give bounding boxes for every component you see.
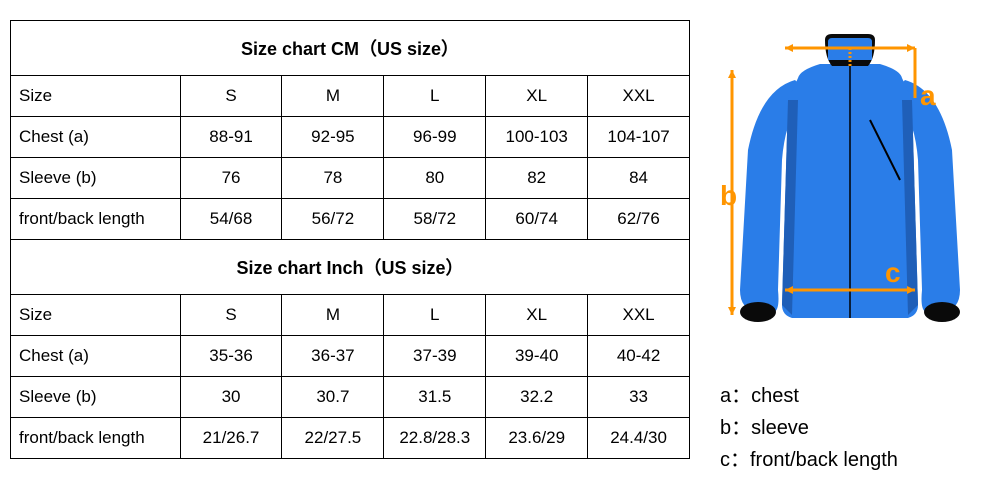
cm-title: Size chart CM（US size） (11, 21, 690, 76)
legend: a：chest b：sleeve c：front/back length (720, 380, 898, 476)
inch-size-xxl: XXL (588, 295, 690, 336)
cm-sleeve-xl: 82 (486, 158, 588, 199)
cm-sleeve-m: 78 (282, 158, 384, 199)
cm-length-xxl: 62/76 (588, 199, 690, 240)
cm-sleeve-s: 76 (180, 158, 282, 199)
inch-row-sleeve: Sleeve (b) 30 30.7 31.5 32.2 33 (11, 377, 690, 418)
label-b: b (720, 180, 737, 211)
inch-title: Size chart Inch（US size） (11, 240, 690, 295)
cm-row-length: front/back length 54/68 56/72 58/72 60/7… (11, 199, 690, 240)
cm-size-xxl: XXL (588, 76, 690, 117)
inch-length-l: 22.8/28.3 (384, 418, 486, 459)
label-a: a (920, 80, 936, 111)
inch-length-xxl: 24.4/30 (588, 418, 690, 459)
cm-size-xl: XL (486, 76, 588, 117)
cm-size-label: Size (11, 76, 181, 117)
inch-length-label: front/back length (11, 418, 181, 459)
cm-length-l: 58/72 (384, 199, 486, 240)
inch-sleeve-m: 30.7 (282, 377, 384, 418)
inch-chest-label: Chest (a) (11, 336, 181, 377)
inch-row-chest: Chest (a) 35-36 36-37 37-39 39-40 40-42 (11, 336, 690, 377)
size-chart-table: Size chart CM（US size） Size S M L XL XXL… (10, 20, 690, 459)
inch-sleeve-l: 31.5 (384, 377, 486, 418)
label-c: c (885, 257, 901, 288)
cm-sleeve-label: Sleeve (b) (11, 158, 181, 199)
cm-length-s: 54/68 (180, 199, 282, 240)
inch-sleeve-label: Sleeve (b) (11, 377, 181, 418)
cm-chest-m: 92-95 (282, 117, 384, 158)
inch-sleeve-xxl: 33 (588, 377, 690, 418)
cm-chest-label: Chest (a) (11, 117, 181, 158)
cm-size-header: Size S M L XL XXL (11, 76, 690, 117)
inch-size-header: Size S M L XL XXL (11, 295, 690, 336)
cm-sleeve-xxl: 84 (588, 158, 690, 199)
inch-chest-l: 37-39 (384, 336, 486, 377)
inch-size-label: Size (11, 295, 181, 336)
cm-chest-l: 96-99 (384, 117, 486, 158)
cm-size-s: S (180, 76, 282, 117)
cm-sleeve-l: 80 (384, 158, 486, 199)
jacket-illustration: a b c (720, 30, 980, 360)
inch-chest-xl: 39-40 (486, 336, 588, 377)
inch-size-xl: XL (486, 295, 588, 336)
cm-length-xl: 60/74 (486, 199, 588, 240)
cm-size-m: M (282, 76, 384, 117)
inch-chest-s: 35-36 (180, 336, 282, 377)
cm-length-m: 56/72 (282, 199, 384, 240)
inch-size-s: S (180, 295, 282, 336)
inch-length-m: 22/27.5 (282, 418, 384, 459)
cm-row-sleeve: Sleeve (b) 76 78 80 82 84 (11, 158, 690, 199)
cm-chest-s: 88-91 (180, 117, 282, 158)
legend-a: a：chest (720, 380, 898, 412)
inch-sleeve-s: 30 (180, 377, 282, 418)
legend-b: b：sleeve (720, 412, 898, 444)
inch-chest-m: 36-37 (282, 336, 384, 377)
cm-chest-xxl: 104-107 (588, 117, 690, 158)
cm-length-label: front/back length (11, 199, 181, 240)
inch-size-m: M (282, 295, 384, 336)
inch-sleeve-xl: 32.2 (486, 377, 588, 418)
cm-size-l: L (384, 76, 486, 117)
cm-row-chest: Chest (a) 88-91 92-95 96-99 100-103 104-… (11, 117, 690, 158)
cm-chest-xl: 100-103 (486, 117, 588, 158)
legend-c: c：front/back length (720, 444, 898, 476)
inch-row-length: front/back length 21/26.7 22/27.5 22.8/2… (11, 418, 690, 459)
inch-size-l: L (384, 295, 486, 336)
inch-chest-xxl: 40-42 (588, 336, 690, 377)
inch-length-s: 21/26.7 (180, 418, 282, 459)
measurement-diagram: a b c a：chest b：sleeve c：front/back leng… (690, 20, 990, 480)
size-tables: Size chart CM（US size） Size S M L XL XXL… (10, 20, 690, 480)
inch-length-xl: 23.6/29 (486, 418, 588, 459)
